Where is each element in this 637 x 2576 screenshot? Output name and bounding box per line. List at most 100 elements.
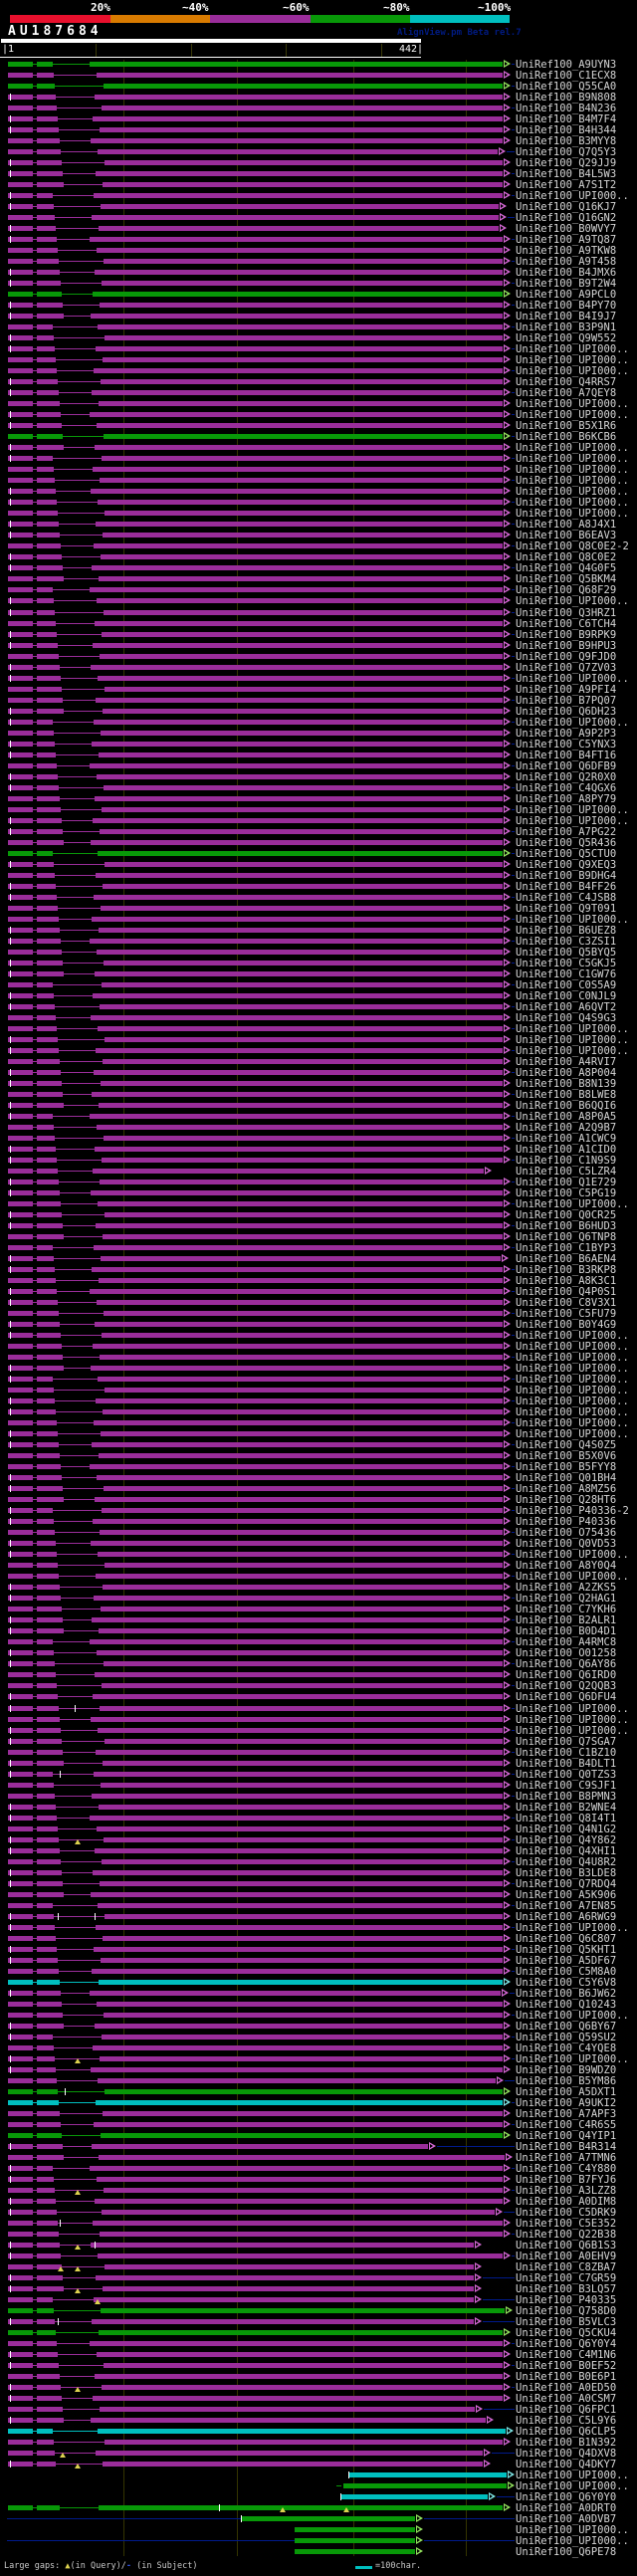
hit-bar-segment[interactable]: [99, 928, 503, 933]
hit-bar-segment[interactable]: [98, 1903, 503, 1908]
alignment-row[interactable]: UniRef100_Q6B1S3: [0, 2240, 637, 2253]
alignment-row[interactable]: UniRef100_Q0CR25: [0, 1209, 637, 1222]
hit-bar-segment[interactable]: [92, 1794, 503, 1799]
hit-bar-segment[interactable]: [96, 698, 503, 703]
hit-label[interactable]: UniRef100_B5X0V6: [516, 1450, 617, 1462]
hit-bar-segment[interactable]: [37, 1333, 61, 1338]
hit-label[interactable]: UniRef100_A5DXT1: [516, 2086, 617, 2098]
hit-label[interactable]: UniRef100_UPI000..: [516, 464, 629, 476]
hit-bar-segment[interactable]: [37, 1453, 60, 1458]
alignment-row[interactable]: UniRef100_Q7SGA7: [0, 1736, 637, 1749]
hit-bar-segment[interactable]: [37, 2177, 54, 2182]
hit-bar-segment[interactable]: [105, 862, 503, 867]
alignment-row[interactable]: UniRef100_B0Y4G9: [0, 1319, 637, 1332]
hit-bar-segment[interactable]: [8, 1991, 33, 1996]
hit-bar-segment[interactable]: [8, 1826, 33, 1831]
hit-label[interactable]: UniRef100_Q4Y862: [516, 1834, 617, 1846]
hit-label[interactable]: UniRef100_Q5CTU0: [516, 848, 617, 860]
alignment-row[interactable]: UniRef100_A7APF3: [0, 2108, 637, 2121]
alignment-row[interactable]: UniRef100_B3P9N1: [0, 322, 637, 334]
alignment-row[interactable]: UniRef100_UPI000..: [0, 673, 637, 686]
hit-bar-segment[interactable]: [100, 1180, 503, 1184]
hit-bar-segment[interactable]: [102, 1158, 503, 1163]
hit-label[interactable]: UniRef100_B4L5W3: [516, 168, 617, 180]
hit-label[interactable]: UniRef100_C3ZSI1: [516, 936, 617, 948]
hit-bar-segment[interactable]: [37, 1892, 64, 1897]
hit-bar-segment[interactable]: [37, 62, 53, 67]
hit-label[interactable]: UniRef100_A0EHV9: [516, 2251, 617, 2262]
hit-label[interactable]: UniRef100_A7EN85: [516, 1900, 617, 1912]
hit-label[interactable]: UniRef100_UPI000..: [516, 2010, 629, 2022]
alignment-row[interactable]: UniRef100_A2ZKS5: [0, 1582, 637, 1595]
hit-label[interactable]: UniRef100_Q6C807: [516, 1933, 617, 1945]
hit-bar-segment[interactable]: [37, 687, 62, 692]
hit-bar-segment[interactable]: [8, 1431, 33, 1436]
hit-bar-segment[interactable]: [8, 1267, 33, 1272]
hit-bar-segment[interactable]: [37, 1114, 53, 1119]
alignment-row[interactable]: UniRef100_A4RMC8: [0, 1636, 637, 1649]
hit-bar-segment[interactable]: [8, 1190, 33, 1195]
hit-bar-segment[interactable]: [8, 2462, 33, 2467]
alignment-row[interactable]: UniRef100_C1GW76: [0, 968, 637, 981]
hit-label[interactable]: UniRef100_Q4DXV8: [516, 2448, 617, 2460]
hit-bar-segment[interactable]: [95, 1147, 503, 1152]
hit-bar-segment[interactable]: [91, 2418, 486, 2423]
hit-label[interactable]: UniRef100_UPI000..: [516, 717, 629, 729]
alignment-row[interactable]: UniRef100_B4JMX6: [0, 267, 637, 280]
alignment-row[interactable]: UniRef100_Q8I4T1: [0, 1813, 637, 1825]
hit-bar-segment[interactable]: [8, 1530, 33, 1535]
hit-bar-segment[interactable]: [91, 1366, 503, 1371]
hit-label[interactable]: UniRef100_B6AEN4: [516, 1253, 617, 1265]
hit-bar-segment[interactable]: [99, 1980, 503, 1985]
hit-bar-segment[interactable]: [8, 1717, 33, 1722]
hit-label[interactable]: UniRef100_Q16KJ7: [516, 201, 617, 213]
hit-bar-segment[interactable]: [99, 1805, 503, 1810]
hit-bar-segment[interactable]: [37, 1344, 62, 1349]
hit-bar-segment[interactable]: [8, 1486, 33, 1491]
hit-bar-segment[interactable]: [8, 1936, 33, 1941]
hit-bar-segment[interactable]: [103, 2111, 503, 2116]
hit-label[interactable]: UniRef100_C4JSB8: [516, 892, 617, 904]
alignment-row[interactable]: UniRef100_UPI000..: [0, 1330, 637, 1343]
hit-bar-segment[interactable]: [8, 324, 33, 329]
hit-bar-segment[interactable]: [37, 1158, 57, 1163]
hit-bar-segment[interactable]: [8, 1816, 33, 1821]
hit-bar-segment[interactable]: [8, 1903, 33, 1908]
hit-bar-segment[interactable]: [8, 1420, 33, 1425]
hit-bar-segment[interactable]: [8, 2429, 33, 2434]
alignment-row[interactable]: UniRef100_A7PG22: [0, 826, 637, 839]
hit-bar-segment[interactable]: [105, 1563, 503, 1568]
hit-bar-segment[interactable]: [8, 1409, 33, 1414]
hit-bar-segment[interactable]: [37, 314, 64, 319]
hit-bar-segment[interactable]: [8, 774, 33, 779]
alignment-row[interactable]: UniRef100_UPI000..: [0, 442, 637, 455]
hit-bar-segment[interactable]: [8, 2275, 33, 2280]
alignment-row[interactable]: UniRef100_Q6Y0Y0: [0, 2491, 637, 2504]
hit-bar-segment[interactable]: [37, 1826, 58, 1831]
hit-bar-segment[interactable]: [103, 1409, 503, 1414]
hit-bar-segment[interactable]: [37, 2297, 53, 2302]
alignment-row[interactable]: UniRef100_C5YNX3: [0, 739, 637, 751]
hit-label[interactable]: UniRef100_Q6DH23: [516, 706, 617, 718]
hit-label[interactable]: UniRef100_A5DF67: [516, 1955, 617, 1967]
alignment-row[interactable]: UniRef100_B4R314: [0, 2141, 637, 2154]
hit-label[interactable]: UniRef100_Q6BY67: [516, 2021, 617, 2033]
hit-label[interactable]: UniRef100_UPI000..: [516, 190, 629, 202]
alignment-row[interactable]: UniRef100_UPI000..: [0, 1363, 637, 1376]
hit-bar-segment[interactable]: [94, 720, 503, 725]
hit-bar-segment[interactable]: [91, 1541, 503, 1546]
hit-bar-segment[interactable]: [93, 467, 503, 472]
hit-label[interactable]: UniRef100_A3LZZ8: [516, 2185, 617, 2197]
hit-bar-segment[interactable]: [37, 2089, 58, 2094]
hit-bar-segment[interactable]: [8, 390, 33, 395]
hit-bar-segment[interactable]: [103, 2286, 474, 2291]
hit-label[interactable]: UniRef100_Q7Q5Y3: [516, 146, 617, 158]
hit-bar-segment[interactable]: [92, 742, 503, 747]
hit-bar-segment[interactable]: [8, 1892, 33, 1897]
hit-bar-segment[interactable]: [91, 840, 503, 845]
hit-bar-segment[interactable]: [37, 2155, 64, 2160]
hit-label[interactable]: UniRef100_C1N9S9: [516, 1155, 617, 1167]
hit-bar-segment[interactable]: [295, 2549, 415, 2554]
hit-label[interactable]: UniRef100_C5LZR4: [516, 1166, 617, 1178]
hit-bar-segment[interactable]: [8, 1475, 33, 1480]
